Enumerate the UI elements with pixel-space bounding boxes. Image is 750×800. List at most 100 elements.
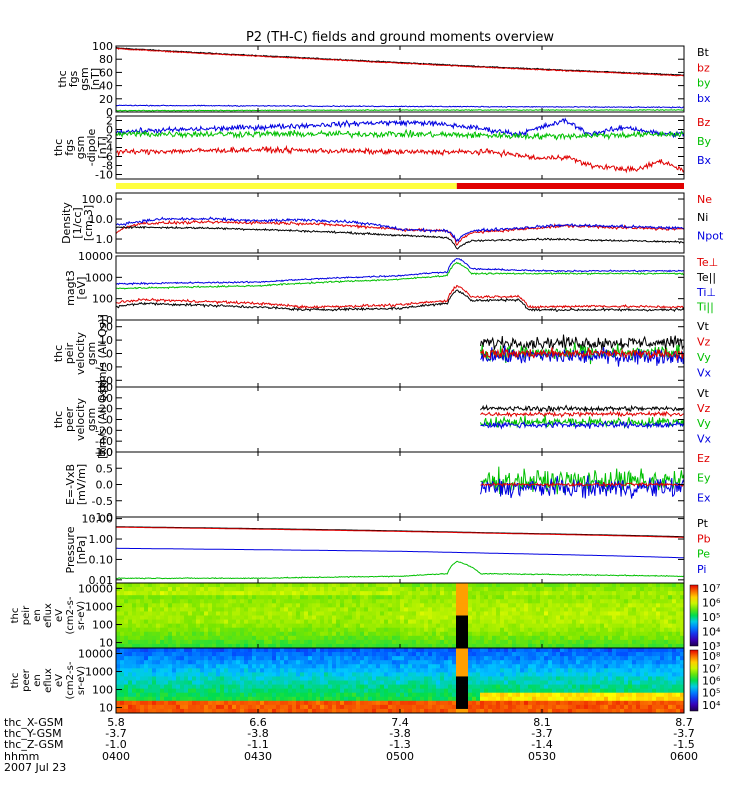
spectrogram-cell xyxy=(344,639,349,645)
spectrogram-cell xyxy=(156,692,161,698)
y-tick-label: -4 xyxy=(102,142,113,155)
spectrogram-cell xyxy=(316,615,321,620)
x-tick-label: -1.4 xyxy=(531,738,552,751)
spectrogram-cell xyxy=(236,672,241,677)
spectrogram-cell xyxy=(480,680,485,685)
spectrogram-cell xyxy=(560,623,565,629)
spectrogram-cell xyxy=(564,676,569,681)
spectrogram-cell xyxy=(512,643,517,649)
spectrogram-cell xyxy=(528,692,533,698)
spectrogram-cell xyxy=(596,631,601,637)
spectrogram-cell xyxy=(480,587,485,592)
spectrogram-cell xyxy=(132,611,137,616)
spectrogram-cell xyxy=(440,631,445,637)
spectrogram-cell xyxy=(364,704,369,710)
spectrogram-cell xyxy=(348,587,353,592)
spectrogram-cell xyxy=(436,599,441,604)
spectrogram-cell xyxy=(396,684,401,690)
spectrogram-cell xyxy=(248,603,253,608)
y-tick-label: -20 xyxy=(95,374,113,387)
spectrogram-cell xyxy=(548,619,553,625)
spectrogram-cell xyxy=(428,603,433,608)
spectrogram-cell xyxy=(280,676,285,681)
spectrogram-cell xyxy=(272,619,277,625)
spectrogram-cell xyxy=(628,676,633,681)
spectrogram-cell xyxy=(548,631,553,637)
spectrogram-cell xyxy=(588,607,593,612)
spectrogram-cell xyxy=(488,668,493,673)
spectrogram-cell xyxy=(360,619,365,625)
spectrogram-cell xyxy=(160,611,165,616)
spectrogram-cell xyxy=(188,652,193,657)
spectrogram-cell xyxy=(472,603,477,608)
spectrogram-cell xyxy=(388,708,393,714)
spectrogram-cell xyxy=(320,700,325,706)
spectrogram-cell xyxy=(176,623,181,629)
spectrogram-cell xyxy=(260,656,265,661)
spectrogram-cell xyxy=(316,708,321,714)
x-row-label: hhmm xyxy=(4,750,39,763)
spectrogram-cell xyxy=(476,672,481,677)
spectrogram-cell xyxy=(304,587,309,592)
spectrogram-cell xyxy=(196,680,201,685)
spectrogram-cell xyxy=(572,591,577,596)
spectrogram-cell xyxy=(496,652,501,657)
spectrogram-cell xyxy=(668,648,673,653)
spectrogram-cell xyxy=(272,692,277,698)
spectrogram-cell xyxy=(232,587,237,592)
spectrogram-cell xyxy=(212,676,217,681)
spectrogram-cell xyxy=(324,611,329,616)
spectrogram-cell xyxy=(448,652,453,657)
spectrogram-cell xyxy=(456,680,461,685)
spectrogram-cell xyxy=(192,688,197,694)
spectrogram-cell xyxy=(616,696,621,702)
spectrogram-cell xyxy=(440,680,445,685)
spectrogram-cell xyxy=(204,635,209,641)
spectrogram-cell xyxy=(308,664,313,669)
spectrogram-cell xyxy=(552,603,557,608)
spectrogram-cell xyxy=(672,587,677,592)
spectrogram-cell xyxy=(504,692,509,698)
spectrogram-cell xyxy=(444,692,449,698)
spectrogram-cell xyxy=(504,676,509,681)
spectrogram-cell xyxy=(236,603,241,608)
spectrogram-cell xyxy=(504,652,509,657)
spectrogram-cell xyxy=(260,603,265,608)
spectrogram-cell xyxy=(360,623,365,629)
spectrogram-cell xyxy=(624,619,629,625)
spectrogram-cell xyxy=(392,587,397,592)
spectrogram-cell xyxy=(504,627,509,633)
spectrogram-cell xyxy=(444,619,449,625)
spectrogram-cell xyxy=(244,692,249,698)
spectrogram-cell xyxy=(376,635,381,641)
spectrogram-cell xyxy=(656,591,661,596)
spectrogram-cell xyxy=(652,623,657,629)
spectrogram-cell xyxy=(328,680,333,685)
spectrogram-cell xyxy=(464,619,469,625)
spectrogram-cell xyxy=(240,680,245,685)
spectrogram-cell xyxy=(556,668,561,673)
spectrogram-cell xyxy=(212,680,217,685)
colorbar-tick-label: 10⁷ xyxy=(702,582,720,595)
y-tick-label: 10 xyxy=(99,702,113,715)
spectrogram-cell xyxy=(304,611,309,616)
spectrogram-cell xyxy=(524,684,529,690)
spectrogram-cell xyxy=(676,672,681,677)
spectrogram-cell xyxy=(620,611,625,616)
spectrogram-cell xyxy=(196,603,201,608)
spectrogram-cell xyxy=(352,696,357,702)
spectrogram-cell xyxy=(220,603,225,608)
spectrogram-cell xyxy=(152,639,157,645)
spectrogram-cell xyxy=(472,635,477,641)
spectrogram-cell xyxy=(640,692,645,698)
spectrogram-cell xyxy=(208,676,213,681)
spectrogram-cell xyxy=(596,591,601,596)
spectrogram-cell xyxy=(328,643,333,649)
spectrogram-cell xyxy=(616,660,621,665)
spectrogram-cell xyxy=(652,619,657,625)
spectrogram-cell xyxy=(400,599,405,604)
spectrogram-cell xyxy=(408,607,413,612)
spectrogram-cell xyxy=(460,639,465,645)
spectrogram-cell xyxy=(300,704,305,710)
spectrogram-cell xyxy=(624,692,629,698)
